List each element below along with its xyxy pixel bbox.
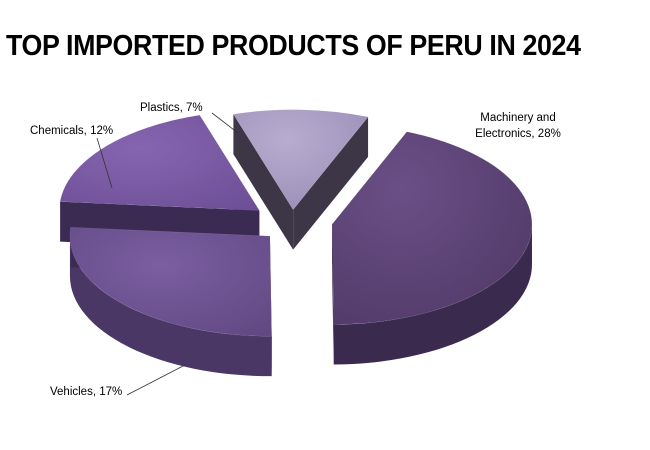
pie-slice-wall	[331, 224, 334, 365]
pie-slice-top	[59, 114, 260, 211]
pie-slice-0	[331, 131, 533, 365]
pie-slice-wall	[233, 114, 294, 250]
pie-slice-3	[232, 109, 369, 250]
pie-slice-1	[69, 226, 272, 377]
slice-label-1: Vehicles, 17%	[50, 386, 122, 398]
pie-slice-side	[333, 224, 532, 365]
slice-label-0: Machinery and Electronics, 28%	[475, 112, 561, 140]
pie-slice-wall	[293, 116, 369, 250]
pie-slice-top	[232, 109, 369, 211]
pie-slice-top	[331, 131, 533, 325]
leader-line	[126, 364, 186, 396]
leader-line	[96, 137, 113, 189]
pie-slice-top	[69, 226, 272, 337]
leader-line	[211, 112, 239, 134]
slice-label-3: Plastics, 7%	[140, 102, 203, 114]
pie-slice-side	[69, 236, 272, 377]
slice-label-2: Chemicals, 12%	[30, 125, 113, 137]
chart-title: TOP IMPORTED PRODUCTS OF PERU IN 2024	[6, 30, 581, 62]
